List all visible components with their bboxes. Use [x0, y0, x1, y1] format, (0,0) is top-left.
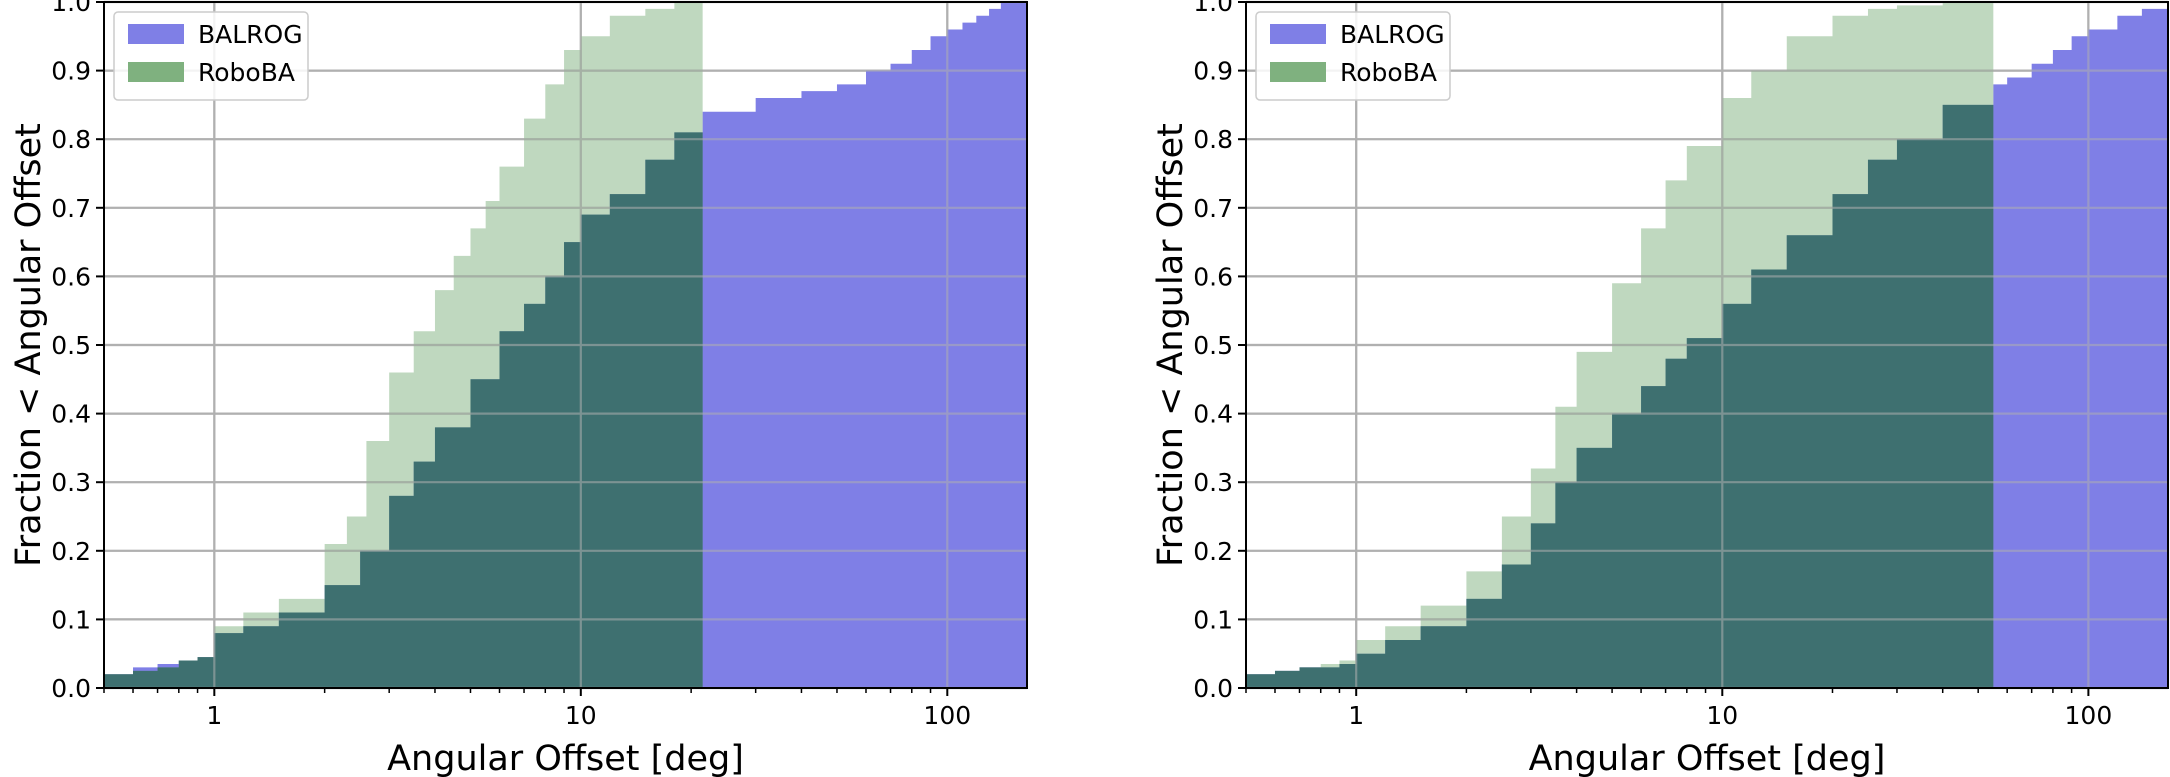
legend-label-balrog: BALROG — [198, 20, 303, 49]
y-tick-label: 0.4 — [51, 400, 91, 429]
x-tick-label: 1 — [1348, 701, 1364, 730]
y-tick-label: 0.8 — [1193, 125, 1233, 154]
y-tick-label: 0.1 — [1193, 605, 1233, 634]
overlap-area — [104, 111, 703, 688]
y-tick-label: 0.2 — [51, 537, 91, 566]
x-tick-label: 100 — [923, 701, 971, 730]
y-axis-label: Fraction < Angular Offset — [9, 123, 49, 567]
x-tick-label: 10 — [1706, 701, 1738, 730]
x-tick-label: 10 — [565, 701, 597, 730]
x-axis-label: Angular Offset [deg] — [1529, 739, 1886, 777]
y-tick-label: 0.7 — [51, 194, 91, 223]
y-tick-label: 0.7 — [1193, 194, 1233, 223]
y-tick-label: 1.0 — [51, 0, 91, 17]
y-tick-label: 0.3 — [51, 468, 91, 497]
y-tick-label: 0.4 — [1193, 400, 1233, 429]
y-tick-label: 0.0 — [51, 674, 91, 703]
chart-panel-1: 0.0 0.1 0.2 0.3 0.4 0.5 0.6 0.7 0.8 0.9 1.0 1 10 100 A… — [9, 0, 1028, 777]
y-tick-label: 0.3 — [1193, 468, 1233, 497]
legend-swatch-balrog — [1270, 24, 1326, 44]
legend: BALROG RoboBA — [113, 11, 309, 101]
y-axis-label: Fraction < Angular Offset — [1151, 123, 1191, 567]
y-tick-label: 0.6 — [51, 262, 91, 291]
chart-panel-2: 0.0 0.1 0.2 0.3 0.4 0.5 0.6 0.7 0.8 0.9 1.0 1 10 100 A… — [1151, 0, 2169, 777]
y-tick-label: 0.0 — [1193, 674, 1233, 703]
y-tick-label: 0.9 — [51, 57, 91, 86]
overlap-area — [1246, 84, 1994, 688]
y-tick-label: 0.5 — [51, 331, 91, 360]
x-tick-label: 100 — [2065, 701, 2113, 730]
legend-label-roboba: RoboBA — [198, 58, 295, 87]
y-tick-label: 0.6 — [1193, 262, 1233, 291]
legend-swatch-roboba — [128, 62, 184, 82]
y-tick-label: 0.8 — [51, 125, 91, 154]
y-tick-label: 0.9 — [1193, 57, 1233, 86]
y-tick-label: 0.5 — [1193, 331, 1233, 360]
y-tick-label: 0.2 — [1193, 537, 1233, 566]
x-tick-label: 1 — [206, 701, 222, 730]
legend-label-balrog: BALROG — [1340, 20, 1445, 49]
legend: BALROG RoboBA — [1255, 11, 1451, 101]
legend-label-roboba: RoboBA — [1340, 58, 1437, 87]
legend-swatch-roboba — [1270, 62, 1326, 82]
y-tick-label: 1.0 — [1193, 0, 1233, 17]
legend-swatch-balrog — [128, 24, 184, 44]
y-tick-label: 0.1 — [51, 605, 91, 634]
x-axis-label: Angular Offset [deg] — [387, 739, 744, 777]
